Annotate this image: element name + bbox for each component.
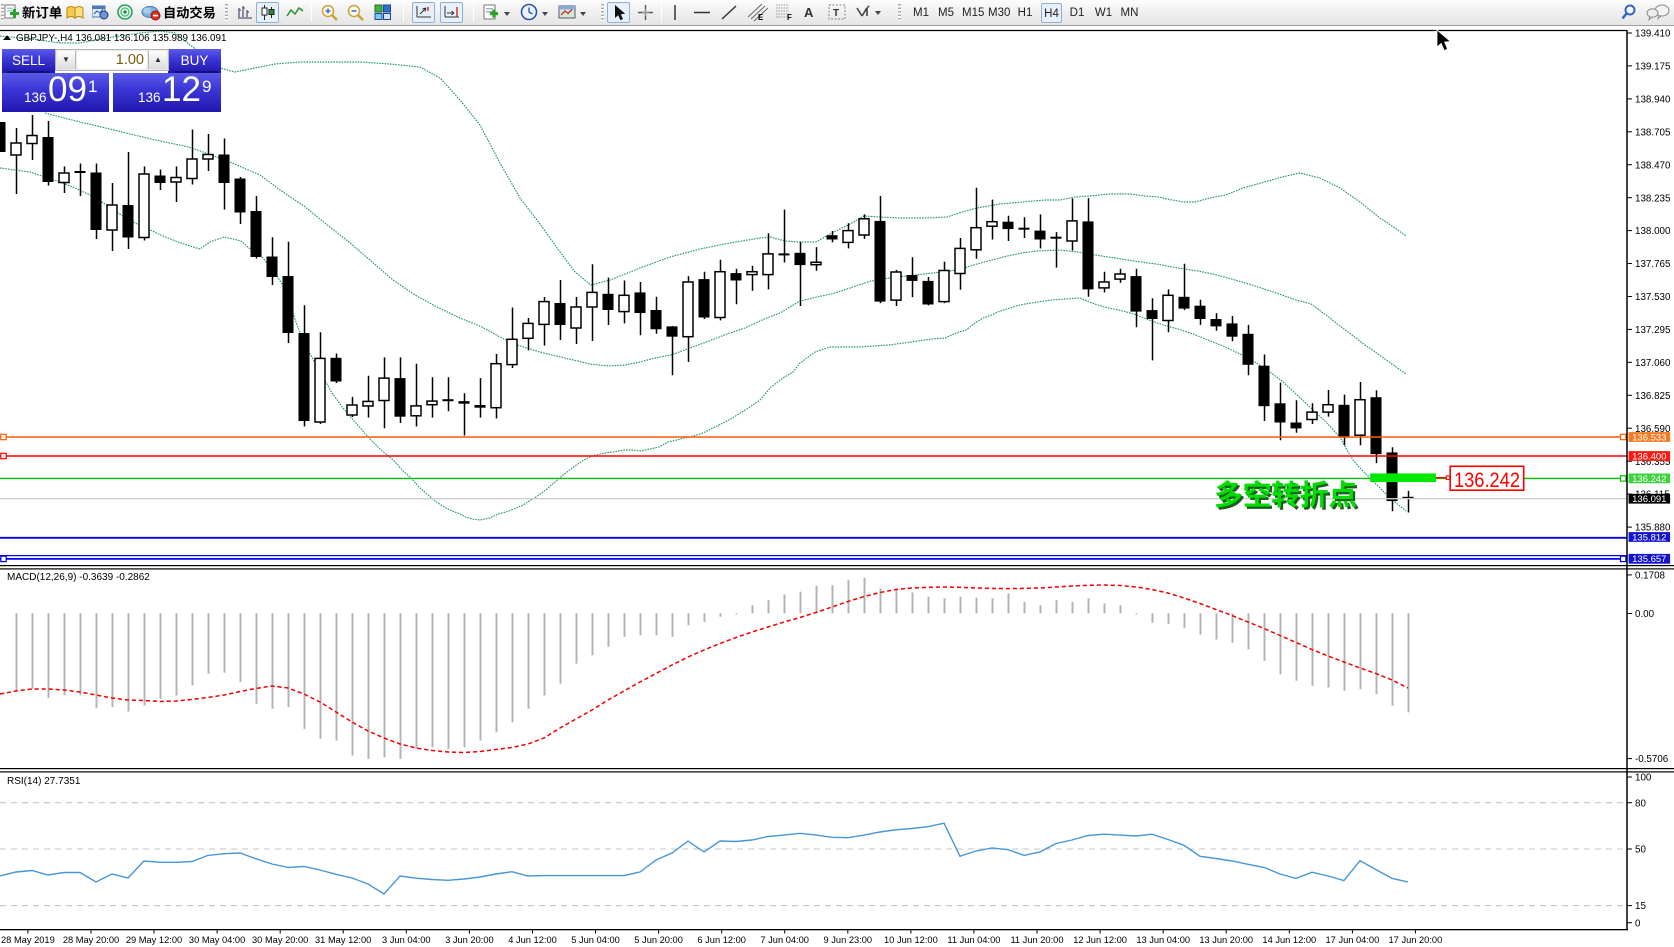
svg-text:3 Jun 04:00: 3 Jun 04:00 — [382, 935, 431, 945]
svg-text:10 Jun 12:00: 10 Jun 12:00 — [884, 935, 938, 945]
svg-text:6 Jun 12:00: 6 Jun 12:00 — [697, 935, 746, 945]
svg-text:-0.5706: -0.5706 — [1635, 754, 1669, 765]
svg-text:14 Jun 12:00: 14 Jun 12:00 — [1262, 935, 1316, 945]
svg-text:11 Jun 20:00: 11 Jun 20:00 — [1010, 935, 1063, 945]
svg-text:136.590: 136.590 — [1635, 424, 1671, 435]
svg-text:0.00: 0.00 — [1635, 609, 1655, 620]
svg-text:5 Jun 20:00: 5 Jun 20:00 — [634, 935, 683, 945]
svg-text:4 Jun 12:00: 4 Jun 12:00 — [508, 935, 557, 945]
svg-text:17 Jun 20:00: 17 Jun 20:00 — [1389, 935, 1443, 945]
svg-text:17 Jun 04:00: 17 Jun 04:00 — [1326, 935, 1380, 945]
svg-text:136.825: 136.825 — [1635, 391, 1671, 402]
svg-text:138.470: 138.470 — [1635, 160, 1671, 171]
svg-text:13 Jun 20:00: 13 Jun 20:00 — [1199, 935, 1253, 945]
svg-text:137.295: 137.295 — [1635, 325, 1671, 336]
svg-text:28 May 20:00: 28 May 20:00 — [63, 935, 119, 945]
svg-text:135.880: 135.880 — [1635, 523, 1671, 534]
svg-text:136.355: 136.355 — [1635, 457, 1671, 468]
svg-text:GBPJPY-,H4 136.081 136.106 13: GBPJPY-,H4 136.081 136.106 135.989 136.0… — [16, 33, 227, 44]
svg-text:136.091: 136.091 — [1632, 494, 1666, 505]
svg-text:135.812: 135.812 — [1632, 532, 1666, 543]
svg-text:9 Jun 23:00: 9 Jun 23:00 — [824, 935, 873, 945]
svg-text:80: 80 — [1635, 798, 1646, 809]
svg-text:T: T — [833, 8, 839, 19]
svg-text:139.410: 139.410 — [1635, 29, 1671, 40]
svg-text:50: 50 — [1635, 845, 1646, 856]
svg-text:MACD(12,26,9) -0.3639 -0.2862: MACD(12,26,9) -0.3639 -0.2862 — [7, 572, 150, 583]
svg-text:0: 0 — [1635, 918, 1641, 929]
svg-text:100: 100 — [1635, 773, 1652, 784]
svg-text:138.235: 138.235 — [1635, 193, 1671, 204]
svg-text:E: E — [758, 13, 764, 22]
svg-text:30 May 04:00: 30 May 04:00 — [189, 935, 245, 945]
svg-text:137.530: 137.530 — [1635, 292, 1671, 303]
svg-text:136.242: 136.242 — [1454, 469, 1520, 492]
svg-text:0.1708: 0.1708 — [1635, 571, 1666, 582]
svg-text:12 Jun 12:00: 12 Jun 12:00 — [1073, 935, 1127, 945]
svg-text:11 Jun 04:00: 11 Jun 04:00 — [947, 935, 1000, 945]
svg-text:138.000: 138.000 — [1635, 226, 1671, 237]
svg-text:15: 15 — [1635, 901, 1646, 912]
svg-text:13 Jun 04:00: 13 Jun 04:00 — [1136, 935, 1190, 945]
svg-text:135.657: 135.657 — [1632, 554, 1666, 565]
svg-text:138.705: 138.705 — [1635, 127, 1671, 138]
svg-text:5 Jun 04:00: 5 Jun 04:00 — [571, 935, 620, 945]
svg-text:137.765: 137.765 — [1635, 259, 1671, 270]
svg-text:139.175: 139.175 — [1635, 62, 1671, 73]
svg-text:RSI(14) 27.7351: RSI(14) 27.7351 — [7, 776, 81, 787]
svg-text:136.400: 136.400 — [1632, 451, 1666, 462]
svg-text:31 May 12:00: 31 May 12:00 — [315, 935, 371, 945]
svg-text:138.940: 138.940 — [1635, 95, 1671, 106]
svg-text:7 Jun 04:00: 7 Jun 04:00 — [760, 935, 809, 945]
svg-text:28 May 2019: 28 May 2019 — [1, 935, 55, 945]
svg-text:F: F — [787, 13, 792, 22]
svg-text:136.533: 136.533 — [1632, 432, 1666, 443]
svg-text:29 May 12:00: 29 May 12:00 — [126, 935, 182, 945]
svg-text:3 Jun 20:00: 3 Jun 20:00 — [445, 935, 494, 945]
svg-text:30 May 20:00: 30 May 20:00 — [252, 935, 308, 945]
svg-text:136.242: 136.242 — [1632, 474, 1666, 485]
svg-text:137.060: 137.060 — [1635, 358, 1671, 369]
